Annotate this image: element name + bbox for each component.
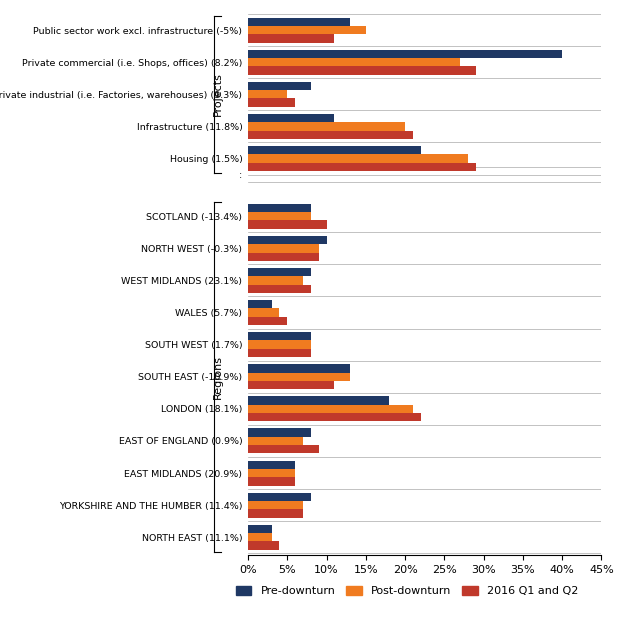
Bar [248, 396, 389, 405]
Bar [248, 405, 413, 413]
Bar [248, 428, 311, 436]
Bar [248, 154, 468, 162]
Bar [248, 493, 311, 501]
Bar [248, 122, 405, 131]
Bar [248, 533, 272, 541]
Bar [248, 34, 334, 43]
Text: Projects: Projects [213, 73, 223, 116]
Bar [248, 469, 295, 477]
Bar [248, 26, 366, 34]
Bar [248, 332, 311, 340]
Bar [248, 436, 303, 445]
Bar [248, 461, 295, 469]
Bar [248, 268, 311, 277]
Bar [248, 58, 460, 66]
Bar [248, 317, 287, 325]
Bar [248, 131, 413, 139]
Bar [248, 285, 311, 293]
Bar [248, 204, 311, 212]
Bar [248, 413, 421, 422]
Bar [248, 308, 280, 317]
Bar [248, 277, 303, 285]
Bar [248, 525, 272, 533]
Bar [248, 501, 303, 509]
Bar [248, 509, 303, 518]
Text: Regions: Regions [213, 355, 223, 399]
Bar [248, 349, 311, 357]
Bar [248, 82, 311, 90]
Bar [248, 50, 562, 58]
Bar [248, 162, 476, 171]
Bar [248, 340, 311, 349]
Bar [248, 445, 319, 453]
Bar [248, 212, 311, 221]
Bar [248, 17, 350, 26]
Bar [248, 99, 295, 107]
Legend: Pre-downturn, Post-downturn, 2016 Q1 and Q2: Pre-downturn, Post-downturn, 2016 Q1 and… [231, 582, 583, 601]
Bar [248, 236, 327, 244]
Bar [248, 381, 334, 389]
Bar [248, 252, 319, 261]
Bar [248, 221, 327, 229]
Bar [248, 66, 476, 74]
Bar [248, 364, 350, 373]
Bar [248, 373, 350, 381]
Bar [248, 114, 334, 122]
Bar [248, 244, 319, 252]
Bar [248, 477, 295, 485]
Bar [248, 146, 421, 154]
Bar [248, 541, 280, 550]
Bar [248, 90, 287, 99]
Bar [248, 300, 272, 308]
